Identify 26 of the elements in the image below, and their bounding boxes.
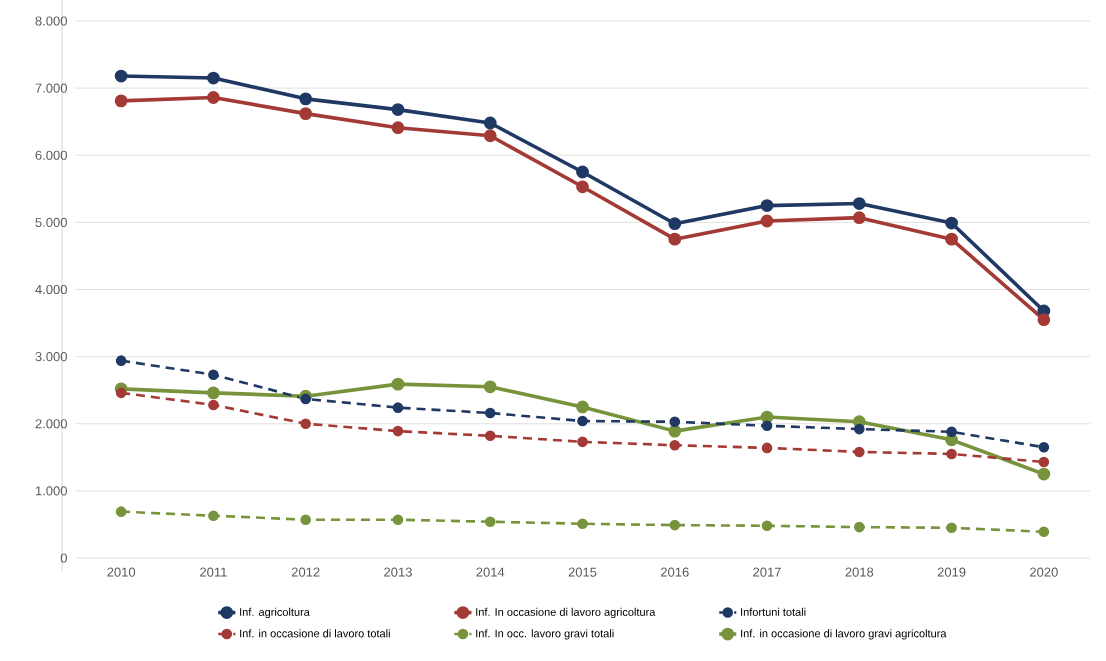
y-tick-label: 6.000: [35, 150, 67, 160]
y-tick-label: 2.000: [35, 419, 67, 429]
x-tick-label: 2015: [568, 567, 597, 577]
legend-label: Infortuni totali: [741, 607, 806, 616]
x-tick-label: 2011: [200, 567, 227, 577]
x-tick-label: 2018: [845, 567, 874, 577]
x-tick-label: 2010: [107, 567, 136, 577]
legend-label: Inf. in occasione di lavoro gravi agricoltura: [741, 629, 947, 640]
y-tick-label: 0: [60, 553, 67, 563]
y-tick-label: 7.000: [35, 83, 67, 93]
y-tick-label: 3.000: [35, 352, 67, 362]
y-tick-label: 1.000: [35, 486, 67, 496]
x-tick-label: 2014: [476, 567, 505, 577]
x-tick-label: 2017: [753, 567, 781, 577]
x-tick-label: 2012: [291, 567, 320, 577]
legend-label: Inf. in occasione di lavoro totali: [240, 629, 390, 638]
y-tick-label: 4.000: [35, 284, 67, 295]
x-tick-label: 2019: [937, 567, 966, 577]
x-tick-label: 2016: [660, 567, 689, 577]
y-tick-label: 5.000: [35, 217, 67, 227]
legend-label: Inf. In occ. lavoro gravi totali: [476, 629, 614, 640]
legend-label: Inf. agricoltura: [240, 607, 310, 619]
x-tick-label: 2013: [384, 567, 412, 577]
y-tick-label: 8.000: [35, 16, 67, 26]
x-tick-label: 2020: [1030, 567, 1058, 577]
legend-label: Inf. In occasione di lavoro agricoltura: [476, 607, 656, 619]
